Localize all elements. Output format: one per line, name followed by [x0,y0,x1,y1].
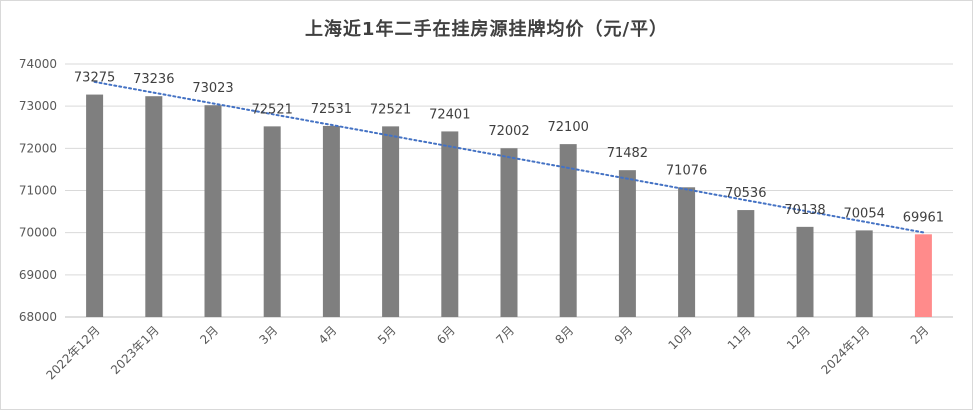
x-tick-label: 11月 [725,323,754,352]
data-label: 73236 [133,72,174,87]
data-label: 71482 [607,146,648,161]
x-tick-label: 2月 [197,323,221,347]
bar [796,226,814,317]
y-tick-label: 73000 [19,99,57,113]
x-tick-label: 2024年1月 [818,323,872,377]
x-tick-label: 8月 [553,323,577,347]
x-tick-label: 7月 [493,323,517,347]
x-tick-label: 12月 [784,323,813,352]
data-label: 72521 [252,102,293,117]
bar [145,96,163,317]
trendline-layer [93,80,925,234]
data-labels: 73275 73236 73023 72521 72531 72521 72401 72002… [74,71,944,226]
x-tick-label: 10月 [666,323,695,352]
bar [322,125,340,317]
data-label: 70536 [725,186,766,201]
data-label: 73275 [74,71,115,86]
x-tick-label: 5月 [375,323,399,347]
bar [500,148,518,317]
bar [678,187,696,317]
y-tick-label: 72000 [19,141,57,155]
bar [263,126,281,317]
x-tick-label: 2022年12月 [43,323,102,382]
y-tick-label: 70000 [19,226,57,240]
data-label: 72100 [548,120,589,135]
bar [204,105,222,317]
y-tick-label: 69000 [19,268,57,282]
bar [86,94,104,317]
data-label: 72531 [311,102,352,117]
y-tick-label: 74000 [19,57,57,71]
x-tick-label: 4月 [316,323,340,347]
bar [855,230,873,317]
y-axis-ticks: 68000 69000 70000 71000 72000 73000 74000 [19,57,57,324]
y-tick-label: 71000 [19,184,57,198]
bar [914,234,932,317]
bar [618,170,636,317]
data-label: 70138 [784,203,825,218]
trendline [93,80,925,234]
data-label: 71076 [666,163,707,178]
x-tick-label: 3月 [257,323,281,347]
x-tick-label: 2023年1月 [108,323,162,377]
bar [737,210,755,317]
bar [559,144,577,317]
x-axis-ticks: 2022年12月 2023年1月 2月 3月 4月 5月 6月 7月 8月 9月 10月 11月 12月… [43,323,931,382]
bar [382,126,400,317]
data-label: 72521 [370,102,411,117]
data-label: 70054 [844,206,885,221]
bars [86,94,932,317]
x-tick-label: 2月 [908,323,932,347]
y-tick-label: 68000 [19,310,57,324]
data-label: 72002 [488,124,529,139]
x-tick-label: 9月 [612,323,636,347]
x-tick-label: 6月 [434,323,458,347]
data-label: 72401 [429,107,470,122]
data-label: 69961 [903,210,944,225]
data-label: 73023 [192,81,233,96]
bar [441,131,459,317]
chart-title: 上海近1年二手在挂房源挂牌均价（元/平） [304,19,669,40]
